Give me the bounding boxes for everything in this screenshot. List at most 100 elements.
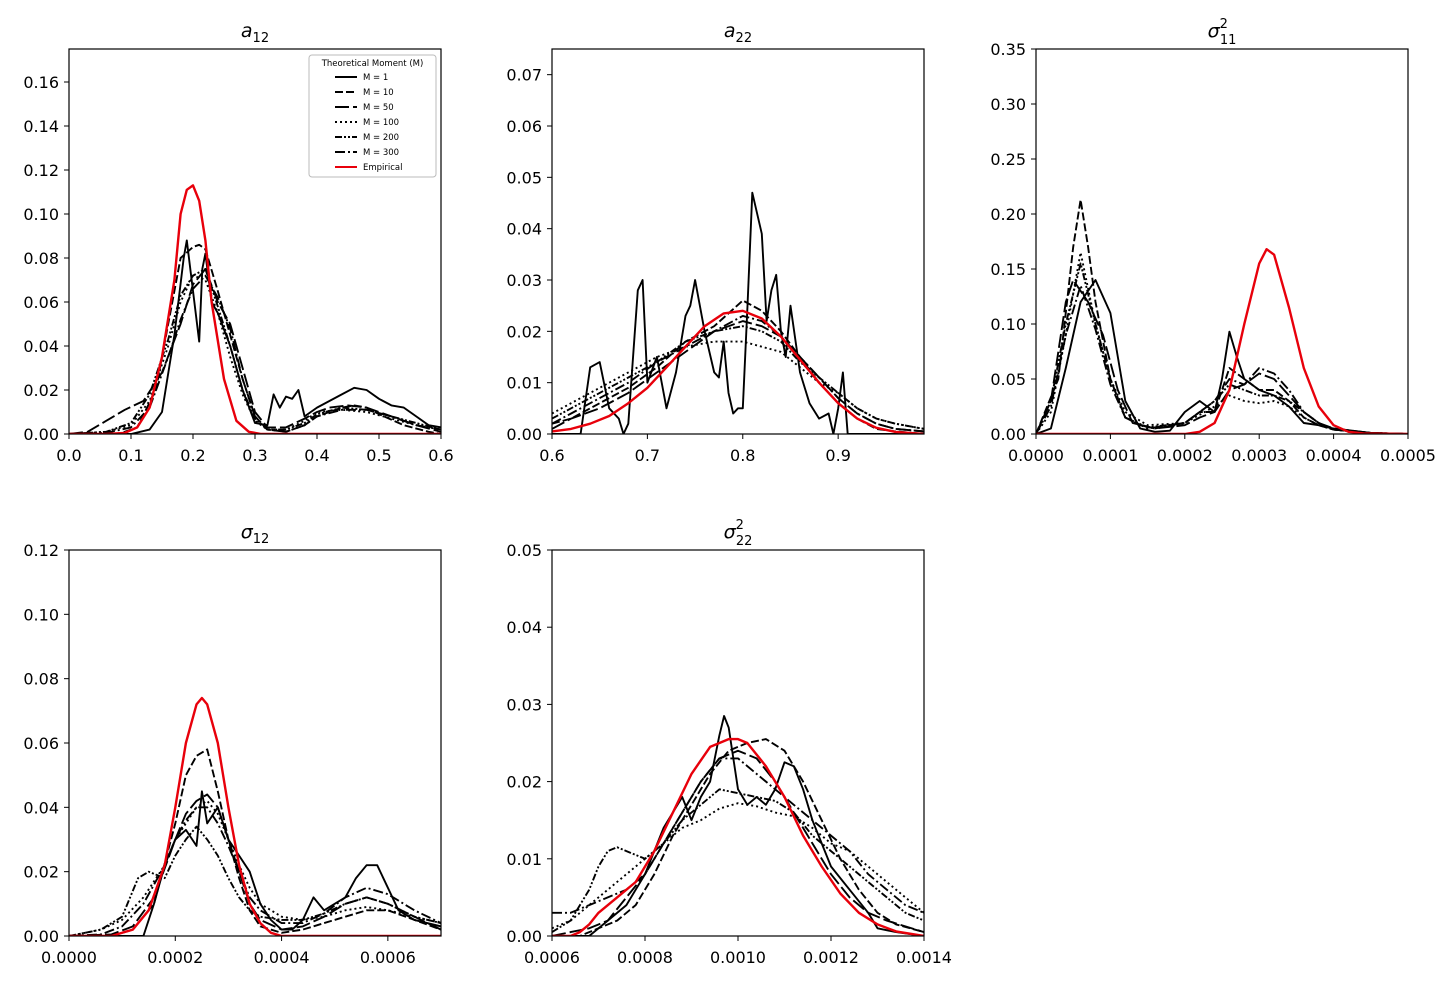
x-tick-label: 0.0010 bbox=[710, 948, 766, 967]
title-symbol: σ bbox=[241, 521, 254, 543]
x-tick-label: 0.0000 bbox=[41, 948, 97, 967]
series-group bbox=[69, 696, 441, 936]
x-tick-label: 0.0008 bbox=[617, 948, 673, 967]
y-tick-label: 0.25 bbox=[990, 150, 1026, 169]
series-group bbox=[552, 191, 924, 434]
y-tick-label: 0.12 bbox=[23, 161, 59, 180]
title-symbol: a bbox=[724, 20, 736, 42]
panel-title: σ2 11 bbox=[1208, 17, 1237, 48]
series-line-m-300 bbox=[1036, 284, 1408, 434]
panel-title: a12 bbox=[241, 20, 269, 46]
title-superscript: 2 bbox=[1220, 17, 1228, 32]
series-line-m-300 bbox=[552, 757, 924, 914]
legend-label: M = 300 bbox=[363, 148, 399, 158]
x-tick-label: 0.1 bbox=[118, 446, 143, 465]
y-tick-label: 0.30 bbox=[990, 95, 1026, 114]
y-tick-label: 0.05 bbox=[506, 541, 542, 560]
y-tick-label: 0.04 bbox=[23, 337, 59, 356]
series-line-empirical bbox=[552, 737, 924, 936]
legend-title: Theoretical Moment (M) bbox=[321, 59, 424, 69]
x-tick-label: 0.7 bbox=[635, 446, 660, 465]
y-tick-label: 0.10 bbox=[23, 605, 59, 624]
series-group bbox=[552, 715, 924, 936]
title-superscript: 2 bbox=[736, 518, 744, 533]
x-tick-label: 0.0 bbox=[56, 446, 81, 465]
title-subscript: 22 bbox=[736, 31, 753, 46]
series-line-empirical bbox=[1036, 247, 1408, 434]
series-line-empirical bbox=[552, 309, 924, 434]
y-tick-label: 0.35 bbox=[990, 40, 1026, 59]
series-line-m-10 bbox=[552, 738, 924, 936]
y-tick-label: 0.01 bbox=[506, 850, 542, 869]
x-tick-label: 0.6 bbox=[428, 446, 453, 465]
legend-label: M = 100 bbox=[363, 118, 399, 128]
legend-box bbox=[308, 54, 437, 178]
title-subscript: 22 bbox=[736, 534, 753, 549]
y-tick-label: 0.03 bbox=[506, 695, 542, 714]
x-tick-label: 0.0002 bbox=[1157, 446, 1213, 465]
series-line-m-10 bbox=[552, 299, 924, 434]
series-group bbox=[69, 184, 441, 434]
series-line-m-1 bbox=[552, 715, 924, 936]
axes-frame bbox=[551, 48, 925, 435]
legend-label: M = 10 bbox=[363, 88, 394, 98]
title-symbol: σ bbox=[724, 521, 737, 543]
x-tick-label: 0.4 bbox=[304, 446, 329, 465]
y-tick-label: 0.12 bbox=[23, 541, 59, 560]
y-tick-label: 0.16 bbox=[23, 73, 59, 92]
y-tick-label: 0.02 bbox=[506, 322, 542, 341]
series-line-m-300 bbox=[69, 274, 441, 434]
series-line-m-200 bbox=[552, 788, 924, 933]
y-tick-label: 0.00 bbox=[506, 927, 542, 946]
axes-frame bbox=[68, 549, 442, 937]
series-line-m-10 bbox=[69, 243, 441, 434]
x-tick-label: 0.9 bbox=[825, 446, 850, 465]
title-subscript: 12 bbox=[253, 532, 270, 547]
y-tick-label: 0.01 bbox=[506, 374, 542, 393]
x-tick-label: 0.0005 bbox=[1380, 446, 1436, 465]
title-subscript: 11 bbox=[1220, 33, 1237, 48]
y-tick-label: 0.02 bbox=[23, 863, 59, 882]
series-line-empirical bbox=[69, 184, 441, 434]
series-group bbox=[1036, 198, 1408, 434]
y-tick-label: 0.05 bbox=[506, 168, 542, 187]
y-tick-label: 0.08 bbox=[23, 670, 59, 689]
title-symbol: σ bbox=[1208, 20, 1221, 42]
y-tick-label: 0.02 bbox=[506, 773, 542, 792]
x-tick-label: 0.0006 bbox=[360, 948, 416, 967]
panel-4: 0.0000 0.0002 0.0004 0.0006 0.00 0.02 0.04 0.06… bbox=[23, 521, 442, 967]
legend: Theoretical Moment (M) M = 1 M = 10 M = 50 M… bbox=[308, 54, 437, 178]
series-line-m-100 bbox=[69, 274, 441, 434]
x-tick-label: 0.2 bbox=[180, 446, 205, 465]
panel-1: 0.0 0.1 0.2 0.3 0.4 0.5 0.6 0.00 0.02 0.04 0.06 0.0… bbox=[23, 20, 453, 465]
y-tick-label: 0.05 bbox=[990, 370, 1026, 389]
x-tick-label: 0.8 bbox=[730, 446, 755, 465]
title-symbol: a bbox=[241, 20, 253, 42]
series-line-m-1 bbox=[552, 191, 924, 434]
series-line-m-50 bbox=[69, 268, 441, 434]
legend-label: Empirical bbox=[363, 163, 403, 173]
y-tick-label: 0.10 bbox=[23, 205, 59, 224]
y-tick-label: 0.00 bbox=[23, 425, 59, 444]
panel-5: 0.0006 0.0008 0.0010 0.0012 0.0014 0.00 0.01 0.… bbox=[506, 518, 952, 967]
y-tick-label: 0.00 bbox=[23, 927, 59, 946]
panel-3: 0.0000 0.0001 0.0002 0.0003 0.0004 0.0005 0.00… bbox=[990, 17, 1436, 465]
y-tick-label: 0.04 bbox=[23, 798, 59, 817]
legend-label: M = 200 bbox=[363, 133, 399, 143]
y-tick-label: 0.00 bbox=[506, 425, 542, 444]
legend-label: M = 50 bbox=[363, 103, 394, 113]
series-line-m-200 bbox=[552, 325, 924, 430]
series-line-m-10 bbox=[69, 748, 441, 936]
y-tick-label: 0.20 bbox=[990, 205, 1026, 224]
y-tick-label: 0.06 bbox=[506, 117, 542, 136]
y-tick-label: 0.04 bbox=[506, 618, 542, 637]
x-tick-label: 0.0002 bbox=[147, 948, 203, 967]
x-tick-label: 0.0006 bbox=[524, 948, 580, 967]
series-line-m-100 bbox=[69, 799, 441, 936]
panel-2: 0.6 0.7 0.8 0.9 0.00 0.01 0.02 0.03 0.04 0.05 0.06… bbox=[506, 20, 925, 465]
series-line-m-300 bbox=[69, 806, 441, 936]
y-tick-label: 0.06 bbox=[23, 293, 59, 312]
y-tick-label: 0.15 bbox=[990, 260, 1026, 279]
series-line-m-100 bbox=[1036, 251, 1408, 434]
x-tick-label: 0.0012 bbox=[803, 948, 859, 967]
